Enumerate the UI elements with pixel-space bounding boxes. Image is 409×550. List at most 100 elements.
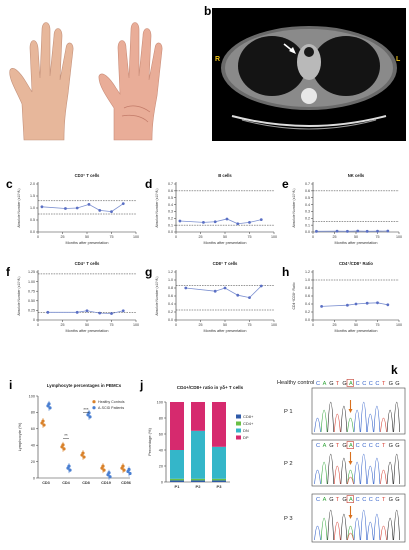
base-call: C (375, 381, 379, 387)
x-tick-label: 25 (333, 235, 337, 239)
data-point (320, 305, 323, 308)
y-tick-label: 0.5 (30, 218, 35, 222)
chart-title: CD4⁺ T cells (75, 261, 100, 266)
data-point (386, 229, 390, 233)
y-tick-label: 0.6 (168, 294, 173, 298)
significance-label: ** (64, 433, 68, 438)
data-point (127, 467, 131, 472)
y-tick-label: 0.8 (168, 286, 173, 290)
x-axis-label: Months after presentation (334, 329, 377, 333)
data-point (98, 209, 102, 212)
y-tick-label: 40 (31, 444, 35, 448)
x-tick-label: 25 (199, 323, 203, 327)
y-tick-label: 0.4 (168, 302, 173, 306)
base-call: C (356, 381, 360, 387)
x-tick-label: CD8 (82, 481, 90, 485)
y-tick-label: 0.2 (305, 310, 310, 314)
y-tick-label: 1.2 (168, 270, 173, 274)
data-point (47, 402, 51, 406)
x-tick-label: 75 (248, 323, 252, 327)
base-call: C (369, 497, 373, 503)
data-point (259, 218, 263, 222)
base-call: C (362, 497, 366, 503)
bar-segment-dp (191, 402, 205, 431)
panel-label-f: f (6, 265, 10, 279)
base-call: C (362, 443, 366, 449)
hands-photo (2, 8, 198, 141)
trace-peak (393, 453, 400, 485)
panel-label-d: d (145, 177, 153, 191)
data-point (236, 222, 240, 226)
bar-segment-cd4pos (170, 478, 184, 481)
y-tick-label: 1.5 (30, 194, 35, 198)
y-tick-label: 100 (157, 400, 163, 404)
mutation-box (346, 495, 354, 503)
y-tick-label: 0.25 (28, 309, 35, 313)
chart-gd-t-cell-ratio: CD4+/CD8+ ratio in γδ+ T cells 0 20 40 60 80 1… (147, 385, 254, 489)
left-hand-dorsal (9, 22, 74, 141)
y-tick-label: 0.1 (305, 223, 310, 227)
x-tick-label: P1 (175, 484, 181, 489)
y-tick-label: 0.0 (305, 318, 310, 322)
data-point (40, 205, 44, 209)
base-call: T (382, 381, 386, 387)
trace-peak (347, 525, 354, 541)
data-point (41, 419, 45, 423)
x-tick-label: 25 (61, 323, 65, 327)
chart-lymphocyte-percentages: Lymphocyte percentages in PBMCs 0 20 40 60 80… (17, 383, 132, 485)
y-axis-label: Percentage (%) (147, 427, 152, 455)
base-call: G (395, 381, 399, 387)
panel-label-i: i (9, 378, 13, 392)
data-point (259, 284, 263, 288)
trace-peak (367, 413, 374, 433)
y-tick-label: 0.4 (305, 302, 310, 306)
trace-peak (380, 469, 387, 485)
chromatogram-frame (311, 493, 406, 543)
base-call: G (389, 497, 393, 503)
trace-peak (386, 409, 394, 433)
base-call: G (389, 443, 393, 449)
ct-side-label-left: L (396, 56, 401, 63)
y-tick-label: 80 (159, 416, 163, 420)
y-tick-label: 20 (159, 464, 163, 468)
legend-label: CD8+ (243, 414, 254, 419)
base-call: C (316, 443, 320, 449)
x-tick-label: 50 (354, 235, 358, 239)
right-hand-palm (98, 22, 163, 141)
x-tick-label: CD19 (101, 481, 111, 485)
ct-side-label-right: R (215, 56, 221, 63)
x-tick-label: 100 (396, 323, 402, 327)
y-tick-label: 0.5 (305, 196, 310, 200)
y-axis-label: Lymphocyte (%) (17, 422, 22, 451)
series-line (185, 285, 262, 299)
bar-segment-dp (212, 402, 226, 447)
data-point (64, 207, 67, 210)
base-call: C (369, 381, 373, 387)
data-point (213, 220, 217, 224)
patient-label: P 3 (284, 516, 293, 522)
data-point (42, 423, 46, 427)
trace-peak (334, 413, 341, 433)
healthy-control-label: Healthy control (277, 380, 314, 386)
base-call: G (342, 381, 346, 387)
data-point (121, 309, 125, 313)
y-tick-label: 0 (33, 318, 35, 322)
y-tick-label: 0.4 (168, 203, 173, 207)
x-axis-label: Months after presentation (65, 241, 108, 245)
y-tick-label: 0.50 (28, 299, 35, 303)
base-call: C (316, 381, 320, 387)
x-tick-label: 50 (223, 235, 227, 239)
y-tick-label: 0 (33, 476, 35, 480)
trace-peak (320, 517, 328, 541)
y-tick-label: 0.0 (305, 230, 310, 234)
trace-peak (353, 409, 361, 433)
y-axis-label: Absolute Number (x10⁹/L) (155, 188, 159, 227)
panel-label-e: e (282, 177, 289, 191)
y-tick-label: 1.0 (305, 278, 310, 282)
data-point (248, 221, 251, 224)
base-call: G (395, 443, 399, 449)
x-tick-label: 0 (312, 235, 314, 239)
bar-segment-dn (170, 450, 184, 479)
y-tick-label: 0.6 (305, 189, 310, 193)
trace-peak (380, 417, 387, 433)
